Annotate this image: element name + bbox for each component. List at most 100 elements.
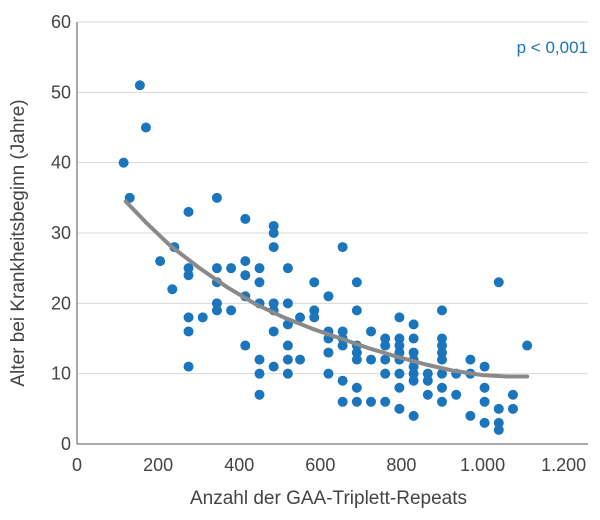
data-point — [408, 410, 419, 421]
data-point — [240, 270, 251, 281]
gridlines — [77, 21, 588, 375]
data-point — [183, 312, 194, 323]
data-point — [408, 375, 419, 386]
data-point — [268, 298, 279, 309]
data-point — [268, 228, 279, 238]
data-point — [493, 277, 504, 288]
data-point — [211, 298, 222, 309]
trend-line-group — [123, 199, 530, 379]
data-point — [493, 403, 504, 414]
data-point — [493, 424, 504, 435]
data-point — [465, 410, 476, 421]
data-point — [309, 277, 320, 288]
x-tick-label: 800 — [386, 455, 416, 475]
data-point — [226, 305, 237, 316]
data-point — [282, 263, 293, 274]
y-tick-label: 30 — [51, 223, 71, 243]
data-point — [211, 192, 222, 203]
data-point — [254, 389, 265, 400]
data-point — [351, 354, 362, 365]
data-point — [183, 361, 194, 372]
data-point — [394, 368, 405, 379]
data-point — [337, 396, 348, 407]
data-point — [183, 263, 194, 274]
trend-line — [123, 199, 530, 379]
data-point — [295, 354, 306, 365]
data-point — [479, 361, 490, 372]
data-point — [295, 312, 306, 323]
data-point — [422, 368, 433, 379]
data-point — [437, 354, 447, 365]
data-point — [451, 389, 462, 400]
data-point — [479, 417, 490, 428]
y-tick-label: 40 — [51, 153, 71, 173]
data-point — [366, 396, 377, 407]
data-point — [351, 382, 362, 393]
data-point — [268, 220, 279, 231]
data-point — [408, 368, 419, 379]
data-point — [380, 340, 391, 351]
data-point — [134, 80, 145, 91]
data-point — [337, 326, 348, 337]
y-tick-label: 20 — [51, 293, 71, 313]
data-point — [394, 340, 405, 351]
y-tick-label: 10 — [51, 364, 71, 384]
y-tick-label: 0 — [61, 434, 71, 454]
data-point — [380, 396, 391, 407]
data-point — [394, 382, 405, 393]
x-tick-label: 0 — [72, 455, 82, 475]
data-point — [366, 354, 377, 365]
data-point — [437, 333, 447, 344]
data-point — [240, 340, 251, 351]
data-point — [437, 382, 447, 393]
data-point — [408, 333, 419, 344]
data-point — [118, 157, 129, 168]
data-point — [282, 298, 293, 309]
data-point — [437, 340, 447, 351]
data-point — [140, 122, 151, 133]
data-point — [394, 312, 405, 323]
data-point — [254, 263, 265, 274]
data-point — [351, 396, 362, 407]
data-point — [437, 396, 447, 407]
data-point — [380, 333, 391, 344]
axes — [76, 22, 588, 445]
data-point — [394, 333, 405, 344]
data-point — [437, 305, 447, 316]
data-point — [309, 305, 320, 316]
data-point — [351, 347, 362, 358]
data-point — [282, 368, 293, 379]
data-point — [394, 403, 405, 414]
data-point — [408, 361, 419, 372]
x-tick-label: 600 — [305, 455, 335, 475]
data-point — [408, 319, 419, 330]
data-point — [183, 270, 194, 281]
data-point — [408, 347, 419, 358]
data-point — [422, 375, 433, 386]
data-point — [282, 354, 293, 365]
data-point — [268, 326, 279, 337]
data-point — [254, 277, 265, 288]
data-point — [240, 213, 251, 224]
data-point — [437, 368, 447, 379]
data-point — [167, 284, 178, 295]
x-tick-label: 200 — [143, 455, 173, 475]
data-point — [337, 375, 348, 386]
data-point — [479, 382, 490, 393]
y-tick-label: 60 — [51, 12, 71, 32]
x-axis-title: Anzahl der GAA-Triplett-Repeats — [190, 488, 467, 509]
data-point — [380, 368, 391, 379]
x-tick-label: 1.200 — [541, 455, 586, 475]
data-point — [211, 263, 222, 274]
data-point — [351, 305, 362, 316]
data-point — [254, 354, 265, 365]
data-point — [268, 361, 279, 372]
data-point — [337, 242, 348, 253]
data-point — [282, 340, 293, 351]
data-point — [479, 396, 490, 407]
data-point — [240, 256, 251, 267]
data-point — [309, 312, 320, 323]
data-point — [323, 368, 334, 379]
y-axis-title: Alter bei Krankheitsbeginn (Jahre) — [8, 99, 29, 386]
